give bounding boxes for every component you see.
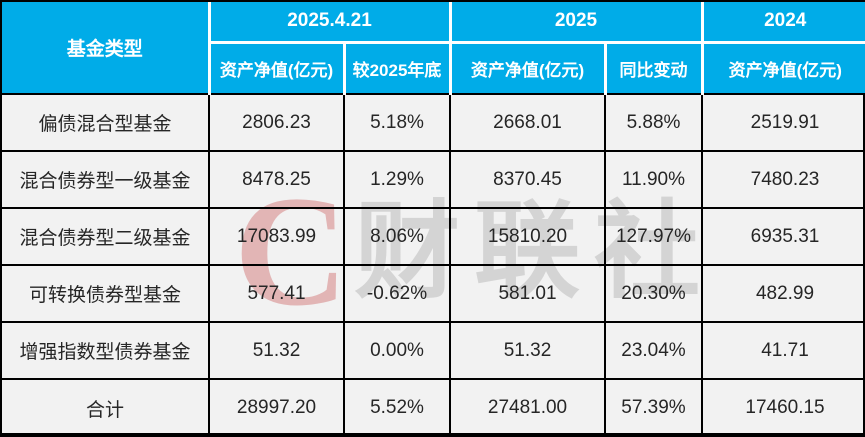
table-row: 可转换债券型基金 577.41 -0.62% 581.01 20.30% 482… xyxy=(2,264,865,323)
header-group-2024: 2024 xyxy=(700,2,865,44)
value-cell: 8478.25 xyxy=(208,150,345,209)
value-cell: 57.39% xyxy=(604,378,703,436)
value-cell: 5.52% xyxy=(343,378,451,436)
value-cell: 577.41 xyxy=(208,264,345,323)
fund-name-cell: 增强指数型债券基金 xyxy=(2,321,210,380)
value-cell: 0.00% xyxy=(343,321,451,380)
header-group-2025: 2025 xyxy=(448,2,702,44)
fund-name-cell: 混合债券型一级基金 xyxy=(2,150,210,209)
value-cell: 2668.01 xyxy=(449,93,606,152)
header-row-groups: 基金类型 2025.4.21 2025 2024 xyxy=(2,2,865,94)
value-cell: 28997.20 xyxy=(208,378,345,436)
value-cell: -0.62% xyxy=(343,264,451,323)
value-cell: 581.01 xyxy=(449,264,606,323)
fund-name-cell: 混合债券型二级基金 xyxy=(2,207,210,266)
value-cell: 51.32 xyxy=(449,321,606,380)
value-cell: 6935.31 xyxy=(701,207,865,266)
header-group-2025-04-21: 2025.4.21 xyxy=(207,2,450,44)
value-cell: 5.88% xyxy=(604,93,703,152)
value-cell: 5.18% xyxy=(343,93,451,152)
subheader-yoy-change: 同比变动 xyxy=(603,42,702,94)
value-cell: 482.99 xyxy=(701,264,865,323)
value-cell: 2519.91 xyxy=(701,93,865,152)
subheader-nav-2025: 资产净值(亿元) xyxy=(448,42,605,94)
subheader-nav-2025-04-21: 资产净值(亿元) xyxy=(207,42,344,94)
table-row: 混合债券型一级基金 8478.25 1.29% 8370.45 11.90% 7… xyxy=(2,150,865,209)
value-cell: 17083.99 xyxy=(208,207,345,266)
value-cell: 41.71 xyxy=(701,321,865,380)
header-row-subheaders: 资产净值(亿元) 较2025年底 资产净值(亿元) 同比变动 资产净值(亿元) xyxy=(2,42,865,94)
table-row: 偏债混合型基金 2806.23 5.18% 2668.01 5.88% 2519… xyxy=(2,93,865,152)
table-row: 增强指数型债券基金 51.32 0.00% 51.32 23.04% 41.71 xyxy=(2,321,865,380)
table-row-total: 合计 28997.20 5.52% 27481.00 57.39% 17460.… xyxy=(2,378,865,436)
value-cell: 17460.15 xyxy=(701,378,865,436)
value-cell: 11.90% xyxy=(604,150,703,209)
fund-name-cell: 合计 xyxy=(2,378,210,436)
subheader-nav-2024: 资产净值(亿元) xyxy=(700,42,865,94)
fund-name-cell: 偏债混合型基金 xyxy=(2,93,210,152)
value-cell: 20.30% xyxy=(604,264,703,323)
value-cell: 8.06% xyxy=(343,207,451,266)
value-cell: 51.32 xyxy=(208,321,345,380)
subheader-change-vs-2025-end: 较2025年底 xyxy=(342,42,450,94)
table-row: 混合债券型二级基金 17083.99 8.06% 15810.20 127.97… xyxy=(2,207,865,266)
value-cell: 7480.23 xyxy=(701,150,865,209)
value-cell: 1.29% xyxy=(343,150,451,209)
value-cell: 127.97% xyxy=(604,207,703,266)
value-cell: 2806.23 xyxy=(208,93,345,152)
fund-name-cell: 可转换债券型基金 xyxy=(2,264,210,323)
header-fund-type: 基金类型 xyxy=(2,2,209,94)
value-cell: 15810.20 xyxy=(449,207,606,266)
value-cell: 8370.45 xyxy=(449,150,606,209)
value-cell: 23.04% xyxy=(604,321,703,380)
value-cell: 27481.00 xyxy=(449,378,606,436)
